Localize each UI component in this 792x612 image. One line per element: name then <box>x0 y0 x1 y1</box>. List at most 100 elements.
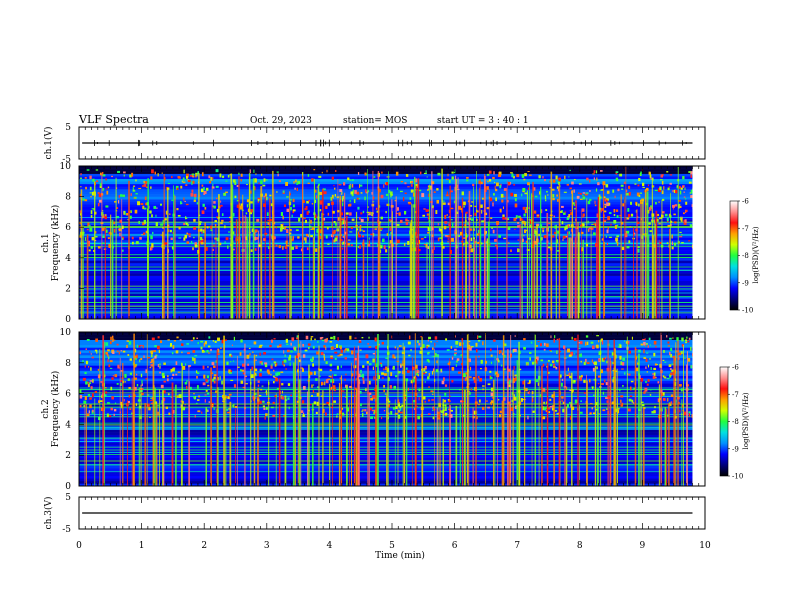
spectrogram-cell <box>186 241 190 244</box>
spectrogram-cell <box>170 237 173 241</box>
spectrogram-cell <box>561 205 564 208</box>
spectrogram-cell <box>251 389 254 391</box>
spectrogram-cell <box>490 361 493 364</box>
spectrogram-cell <box>358 246 360 248</box>
spectrogram-cell <box>154 171 156 175</box>
spectrogram-cell <box>311 203 314 205</box>
spectrogram-cell <box>345 373 347 376</box>
spectrogram-cell <box>475 348 478 353</box>
spectrogram-cell <box>669 403 672 406</box>
spectrogram-cell <box>494 185 496 190</box>
spectrogram-cell <box>164 218 167 221</box>
spectrogram-cell <box>246 204 249 208</box>
spectrogram-cell <box>612 189 615 193</box>
spectrogram-cell <box>565 225 568 230</box>
spectrogram-cell <box>596 213 599 218</box>
spectrogram-band <box>79 303 693 307</box>
spectrogram-cell <box>603 221 606 223</box>
spectrogram-cell <box>496 221 499 225</box>
ch3-voltage-ytick-top: 5 <box>65 493 71 503</box>
spectrogram-cell <box>296 187 298 191</box>
spectrogram-cell <box>349 231 353 233</box>
spectrogram-cell <box>273 369 275 372</box>
spectrogram-cell <box>152 231 154 235</box>
spectrogram-cell <box>326 401 329 405</box>
spectrogram-cell <box>421 193 425 198</box>
spectrogram-cell <box>606 202 609 207</box>
spectrogram-cell <box>219 242 222 246</box>
spectrogram-cell <box>264 362 268 365</box>
spectrogram-cell <box>84 177 87 179</box>
spectrogram-cell <box>260 388 263 391</box>
spectrogram-cell <box>240 203 243 208</box>
spectrogram-band <box>79 450 693 453</box>
spectrogram-cell <box>625 189 628 193</box>
spectrogram-cell <box>648 337 651 341</box>
spectrogram-cell <box>691 204 694 208</box>
spectrogram-cell <box>651 213 655 217</box>
spectrogram-cell <box>603 219 607 222</box>
spectrogram-cell <box>168 213 171 215</box>
spectrogram-cell <box>248 347 251 349</box>
spectrogram-cell <box>254 368 258 372</box>
spectrogram-cell <box>610 223 612 226</box>
spectrogram-cell <box>535 345 539 347</box>
spectrogram-cell <box>99 172 102 176</box>
spectrogram-cell <box>200 340 204 343</box>
spectrogram-cell <box>586 362 590 365</box>
spectrogram-cell <box>366 361 369 364</box>
spectrogram-cell <box>417 374 420 377</box>
spectrogram-cell <box>562 408 565 413</box>
spectrogram-cell <box>101 172 104 176</box>
spectrogram-cell <box>316 351 319 355</box>
spectrogram-cell <box>206 409 209 412</box>
spectrogram-cell <box>216 208 219 213</box>
spectrogram-cell <box>185 176 188 179</box>
spectrogram-cell <box>573 338 577 342</box>
spectrogram-cell <box>141 392 144 396</box>
spectrogram-cell <box>307 174 310 177</box>
spectrogram-cell <box>184 363 187 366</box>
spectrogram-cell <box>617 409 620 414</box>
spectrogram-band <box>79 442 693 446</box>
spectrogram-cell <box>302 414 305 418</box>
spectrogram-cell <box>273 376 277 378</box>
spectrogram-cell <box>334 351 338 354</box>
spectrogram-cell <box>510 172 513 174</box>
spectrogram-cell <box>601 340 604 345</box>
spectrogram-band <box>79 234 693 238</box>
spectrogram-cell <box>203 342 206 347</box>
spectrogram-cell <box>647 184 649 187</box>
spectrogram-cell <box>199 221 202 226</box>
spectrogram-cell <box>420 336 423 338</box>
spectrogram-cell <box>476 210 479 213</box>
spectrogram-cell <box>678 352 682 356</box>
spectrogram-cell <box>592 345 595 349</box>
spectrogram-cell <box>676 185 678 188</box>
spectrogram-cell <box>360 192 363 194</box>
spectrogram-cell <box>615 177 618 181</box>
spectrogram-cell <box>629 395 633 397</box>
spectrogram-cell <box>564 227 567 231</box>
spectrogram-cell <box>467 222 469 226</box>
spectrogram-cell <box>470 366 472 371</box>
spectrogram-cell <box>208 175 211 179</box>
spectrogram-cell <box>680 351 683 355</box>
spectrogram-cell <box>186 380 188 382</box>
spectrogram-cell <box>191 173 195 175</box>
spectrogram-cell <box>597 182 600 186</box>
spectrogram-cell <box>514 374 518 377</box>
spectrogram-cell <box>569 375 572 379</box>
spectrogram-cell <box>653 340 657 345</box>
spectrogram-cell <box>524 229 526 234</box>
spectrogram-cell <box>126 213 129 216</box>
spectrogram-cell <box>249 169 251 174</box>
ch2-spectrogram-channel-label: ch.2 <box>41 399 51 418</box>
spectrogram-cell <box>276 171 279 173</box>
spectrogram-cell <box>302 385 306 390</box>
spectrogram-cell <box>643 341 646 346</box>
spectrogram-cell <box>651 411 655 414</box>
ch1-voltage-ytick-top: 5 <box>65 123 71 133</box>
spectrogram-cell <box>645 366 647 369</box>
spectrogram-cell <box>254 236 256 241</box>
